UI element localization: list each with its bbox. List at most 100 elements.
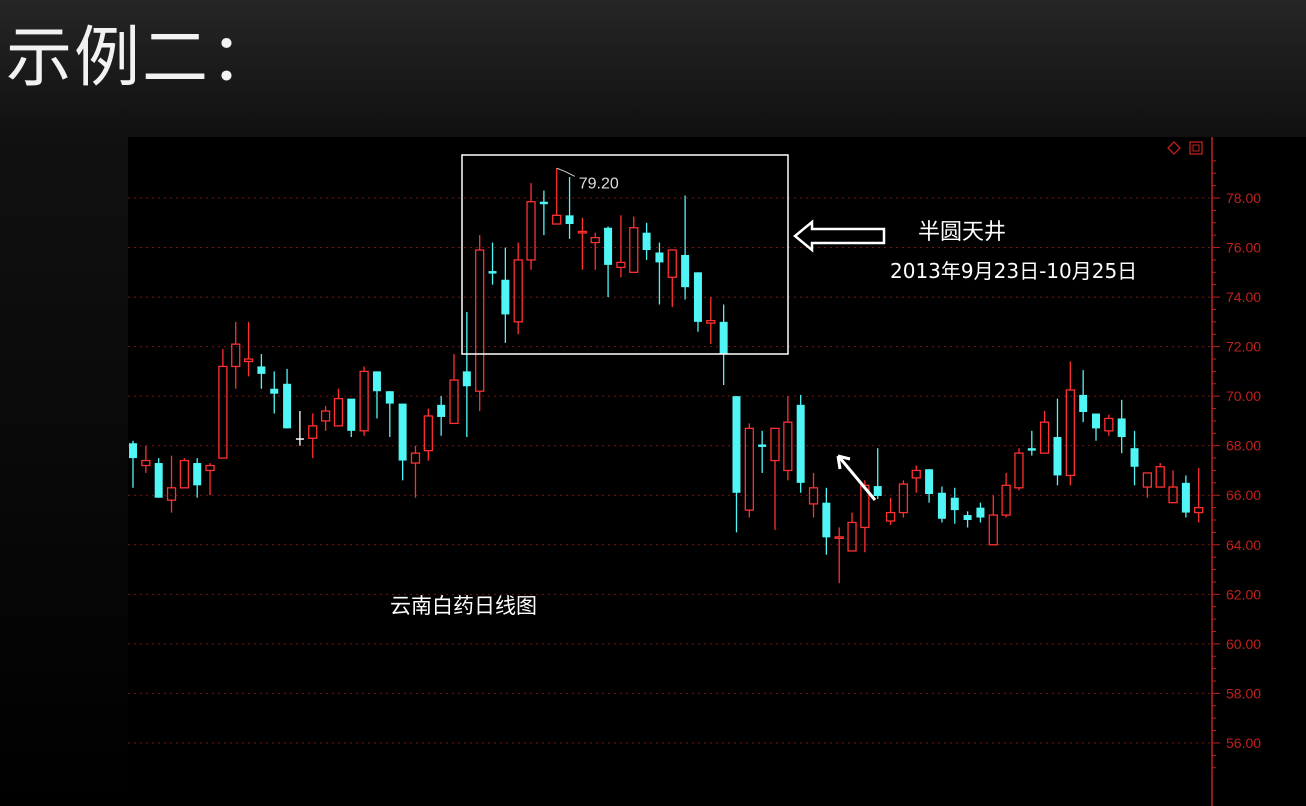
y-tick-label: 62.00 xyxy=(1226,586,1261,602)
candle xyxy=(372,371,381,419)
candle-body xyxy=(963,515,972,521)
candles xyxy=(129,168,1204,584)
candle xyxy=(231,321,241,389)
candle-body xyxy=(1117,418,1126,438)
candle xyxy=(860,480,870,553)
candle xyxy=(205,463,215,496)
slide-title: 示例二： xyxy=(6,19,278,96)
up-arrow-icon xyxy=(838,457,877,501)
candle-body xyxy=(950,497,959,511)
candle-body xyxy=(243,358,254,363)
candle xyxy=(1130,430,1139,486)
candle xyxy=(488,242,497,285)
candle xyxy=(642,222,651,260)
candle xyxy=(1092,413,1100,441)
candle-body xyxy=(154,463,163,498)
candle xyxy=(1168,470,1178,504)
candle xyxy=(808,472,819,518)
chart-name-label: 云南白药日线图 xyxy=(390,594,537,618)
hollow-left-arrow-icon xyxy=(793,219,886,253)
candle-body xyxy=(270,388,279,394)
high-marker-line xyxy=(556,167,575,177)
annotations-overlay: 79.20 xyxy=(461,141,1203,501)
candle-body xyxy=(1065,389,1075,477)
candle-body xyxy=(667,249,677,278)
candle-body xyxy=(898,483,909,514)
y-tick-label: 56.00 xyxy=(1226,735,1261,751)
candle-body xyxy=(925,469,934,495)
candle xyxy=(347,398,356,438)
candle xyxy=(385,391,394,438)
candle xyxy=(179,458,190,489)
candle-body xyxy=(937,492,946,519)
y-tick-label: 74.00 xyxy=(1226,289,1261,305)
candle xyxy=(834,527,844,584)
candle xyxy=(770,427,780,530)
candle-body xyxy=(642,232,651,251)
candle-body xyxy=(873,486,882,496)
candle xyxy=(141,445,151,473)
y-tick-label: 70.00 xyxy=(1226,388,1261,404)
candle-body xyxy=(205,464,215,472)
candle xyxy=(950,487,959,524)
candle-body xyxy=(577,230,588,234)
candle-body xyxy=(129,443,137,459)
candle xyxy=(911,465,921,493)
candle-body xyxy=(410,452,421,464)
candle xyxy=(604,226,613,298)
candle-body xyxy=(744,427,754,511)
candle xyxy=(1155,463,1165,488)
candle xyxy=(501,247,510,343)
price-axis: 78.00 76.00 74.00 72.00 70.00 68.00 66.00 64.00… xyxy=(1211,137,1261,806)
candle-body xyxy=(706,319,716,324)
candle xyxy=(410,445,421,498)
candle xyxy=(783,396,793,481)
candle-body xyxy=(398,403,407,461)
candle-body xyxy=(179,459,190,489)
candle-body xyxy=(1027,448,1036,451)
candle xyxy=(732,396,741,533)
candle-body xyxy=(1053,437,1062,476)
candle-body xyxy=(885,511,896,522)
candle-body xyxy=(565,215,574,225)
candle xyxy=(218,349,228,459)
candle xyxy=(243,321,254,377)
candle xyxy=(398,403,407,481)
candle-body xyxy=(616,261,626,269)
candle-body xyxy=(1155,466,1165,488)
candle-body xyxy=(911,469,921,479)
candle xyxy=(154,458,163,498)
candle xyxy=(552,168,562,225)
candle-body xyxy=(218,365,228,459)
candle xyxy=(577,217,588,270)
candle-body xyxy=(462,371,471,387)
pattern-highlight-box xyxy=(461,154,789,355)
candle xyxy=(796,394,805,493)
candle xyxy=(616,215,626,278)
candle-body xyxy=(860,484,870,529)
candle xyxy=(193,458,202,498)
window-icon xyxy=(1189,141,1203,155)
candle-body xyxy=(347,398,356,431)
candle-body xyxy=(1142,472,1153,488)
candle xyxy=(1079,370,1088,423)
candle-body xyxy=(539,201,548,205)
candle-body xyxy=(320,410,331,422)
candle xyxy=(590,232,600,270)
candle xyxy=(526,183,536,270)
candle xyxy=(744,423,754,518)
candle-body xyxy=(783,421,793,472)
candle xyxy=(988,495,998,546)
candle-body xyxy=(372,371,381,392)
candle xyxy=(513,242,523,335)
candle-body xyxy=(976,507,985,518)
candle xyxy=(629,216,639,273)
candle-body xyxy=(1104,417,1114,432)
candle xyxy=(706,297,716,345)
candle-body xyxy=(1130,448,1139,467)
candle-body xyxy=(822,502,831,538)
candle-body xyxy=(1014,452,1024,489)
candle-body xyxy=(385,391,394,404)
candle xyxy=(925,469,934,503)
